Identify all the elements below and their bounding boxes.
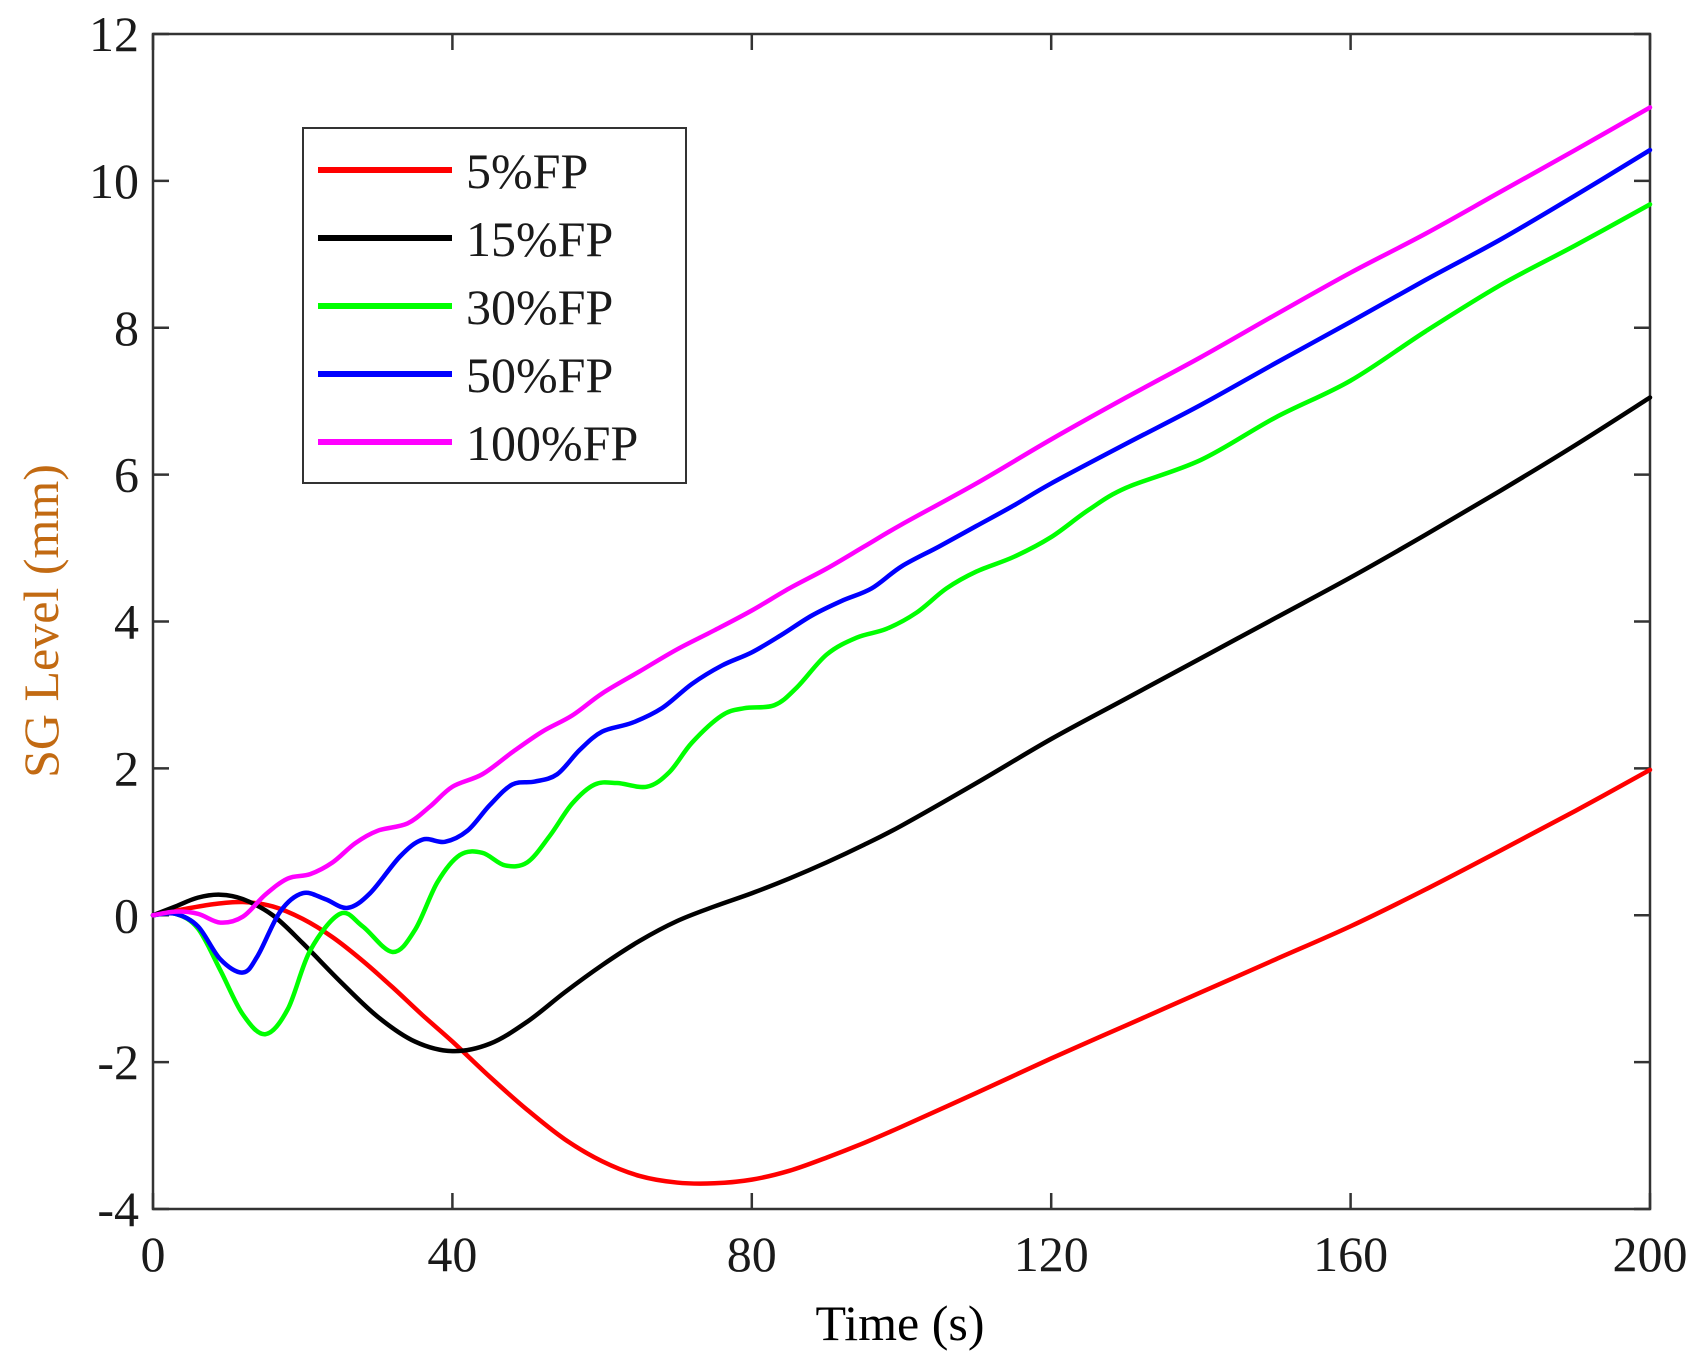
- y-tick-label: -2: [97, 1034, 139, 1090]
- legend-label: 5%FP: [466, 143, 588, 199]
- y-tick-label: 10: [89, 153, 139, 209]
- x-tick-labels: 0 40 80 120 160 200: [141, 1226, 1688, 1282]
- y-tick-label: 2: [114, 740, 139, 796]
- x-tick-label: 40: [427, 1226, 477, 1282]
- legend-label: 100%FP: [466, 415, 638, 471]
- y-tick-label: 4: [114, 594, 139, 650]
- series-line-50pct-fp: [150, 147, 1653, 975]
- y-tick-label: 0: [114, 887, 139, 943]
- legend-entry-30fp: 30%FP: [318, 279, 613, 335]
- legend-label: 50%FP: [466, 347, 613, 403]
- x-tick-label: 120: [1014, 1226, 1089, 1282]
- y-tick-label: 6: [114, 447, 139, 503]
- legend: 5%FP 15%FP 30%FP 50%FP 100%FP: [302, 127, 687, 484]
- legend-entry-100fp: 100%FP: [318, 415, 638, 471]
- series-line-30pct-fp: [150, 202, 1653, 1037]
- x-tick-label: 160: [1313, 1226, 1388, 1282]
- x-tick-label: 0: [141, 1226, 166, 1282]
- series-line-15pct-fp: [150, 395, 1653, 1054]
- x-axis-title: Time (s): [815, 1295, 984, 1351]
- x-tick-label: 200: [1613, 1226, 1688, 1282]
- legend-label: 30%FP: [466, 279, 613, 335]
- legend-entry-50fp: 50%FP: [318, 347, 613, 403]
- y-tick-label: -4: [97, 1181, 139, 1237]
- y-tick-label: 12: [89, 6, 139, 62]
- x-tick-label: 80: [727, 1226, 777, 1282]
- series-lines: [150, 105, 1653, 1186]
- legend-label: 15%FP: [466, 211, 613, 267]
- legend-entry-15fp: 15%FP: [318, 211, 613, 267]
- series-line-100pct-fp: [150, 105, 1653, 925]
- y-tick-labels: -4 -2 0 2 4 6 8 10 12: [89, 6, 139, 1237]
- y-axis-title: SG Level (mm): [13, 464, 69, 778]
- legend-entry-5fp: 5%FP: [318, 143, 588, 199]
- y-tick-label: 8: [114, 300, 139, 356]
